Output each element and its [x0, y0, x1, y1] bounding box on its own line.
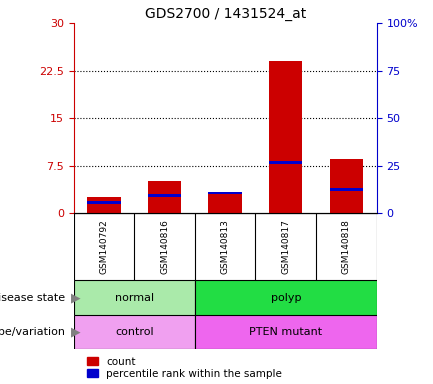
Text: GSM140818: GSM140818 [342, 219, 351, 274]
Text: polyp: polyp [271, 293, 301, 303]
Bar [208, 194, 242, 213]
Bar [74, 315, 195, 349]
Text: GSM140813: GSM140813 [221, 219, 229, 274]
Bar [208, 192, 242, 194]
Legend: count, percentile rank within the sample: count, percentile rank within the sample [87, 357, 282, 379]
Bar [330, 159, 363, 213]
Bar [195, 315, 377, 349]
Text: PTEN mutant: PTEN mutant [249, 327, 322, 337]
Bar [195, 280, 377, 315]
Bar [74, 280, 195, 315]
Bar [87, 201, 120, 204]
Text: GSM140817: GSM140817 [281, 219, 290, 274]
Text: ▶: ▶ [71, 291, 81, 304]
Text: ▶: ▶ [71, 326, 81, 339]
Text: normal: normal [115, 293, 154, 303]
Bar [148, 194, 181, 197]
Text: GSM140792: GSM140792 [100, 219, 108, 274]
Text: control: control [115, 327, 154, 337]
Bar [148, 182, 181, 213]
Text: disease state: disease state [0, 293, 65, 303]
Bar [269, 61, 302, 213]
Title: GDS2700 / 1431524_at: GDS2700 / 1431524_at [145, 7, 306, 21]
Bar [330, 188, 363, 191]
Bar [269, 161, 302, 164]
Text: GSM140816: GSM140816 [160, 219, 169, 274]
Text: genotype/variation: genotype/variation [0, 327, 65, 337]
Bar [87, 197, 120, 213]
